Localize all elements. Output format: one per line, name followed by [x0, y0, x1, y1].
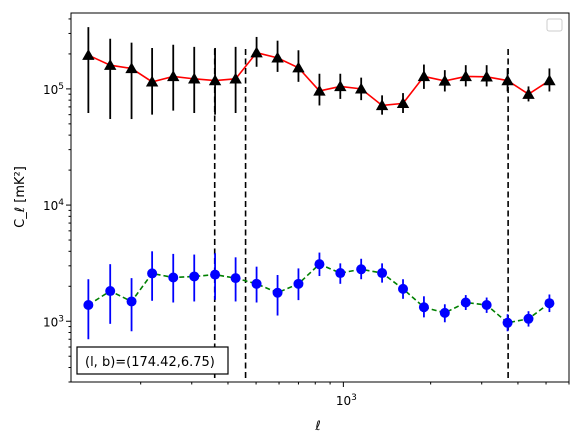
data-point: [104, 58, 117, 70]
plot-frame: [70, 12, 570, 383]
data-point: [105, 286, 116, 297]
data-point: [145, 75, 159, 87]
data-point: [438, 74, 452, 86]
x-tick-label: 103: [336, 393, 357, 408]
data-point: [375, 99, 389, 111]
data-point: [501, 74, 514, 86]
data-point: [314, 259, 325, 270]
data-point: [481, 300, 492, 311]
data-point: [377, 268, 388, 279]
plot-background: [71, 13, 569, 382]
data-point: [126, 296, 137, 307]
data-point: [293, 278, 304, 289]
data-point: [230, 273, 241, 284]
data-point: [398, 283, 409, 294]
data-point: [480, 70, 493, 82]
data-point: [439, 307, 450, 318]
data-point: [250, 46, 263, 58]
data-point: [168, 272, 179, 283]
annotation-frame: [76, 346, 229, 375]
data-point: [522, 88, 535, 99]
data-point: [356, 264, 367, 275]
annotation-box: (l, b)=(174.42,6.75): [76, 346, 229, 375]
data-point: [523, 313, 534, 324]
data-point: [208, 74, 222, 86]
data-point: [460, 297, 471, 308]
data-point: [418, 302, 429, 313]
y-tick-label: 103: [43, 314, 64, 329]
legend: [546, 18, 563, 32]
data-point: [271, 51, 284, 63]
series-layer: [82, 27, 556, 340]
x-axis-label: ℓ: [314, 419, 320, 434]
data-point: [229, 72, 242, 84]
data-point: [544, 298, 555, 309]
data-point: [82, 48, 95, 60]
data-point: [334, 80, 347, 92]
data-point: [83, 300, 94, 311]
axis-ticks: 103 104 105 103: [43, 18, 570, 408]
data-point: [292, 61, 305, 73]
data-point: [272, 287, 283, 298]
data-point: [189, 271, 200, 282]
y-tick-label: 104: [43, 198, 64, 213]
annotation-text: (l, b)=(174.42,6.75): [85, 355, 215, 370]
data-point: [147, 268, 158, 279]
legend-box: [546, 18, 563, 32]
data-point: [251, 278, 262, 289]
data-point: [167, 70, 180, 82]
data-point: [417, 70, 431, 82]
data-point: [396, 97, 410, 109]
data-point: [125, 62, 138, 74]
y-axis-label: C_ℓ [mK²]: [13, 166, 28, 228]
data-point: [335, 268, 346, 279]
data-point: [354, 82, 368, 94]
data-point: [210, 269, 221, 280]
data-point: [313, 84, 326, 96]
data-point: [543, 74, 556, 86]
data-point: [502, 317, 513, 328]
data-point: [459, 70, 472, 82]
y-tick-label: 105: [43, 82, 64, 97]
data-point: [188, 72, 201, 84]
